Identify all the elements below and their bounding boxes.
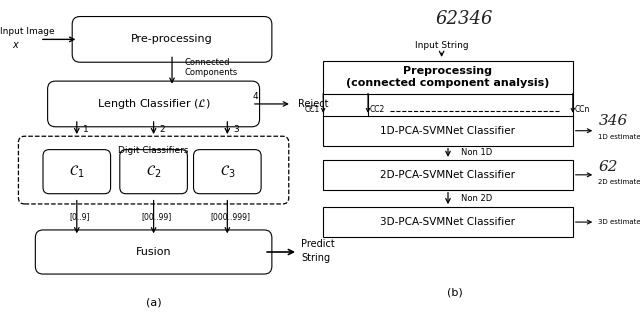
Bar (323, 207, 573, 237)
Text: Digit Classifiers: Digit Classifiers (118, 146, 189, 155)
Text: 4: 4 (252, 92, 258, 100)
Text: CCn: CCn (575, 105, 590, 114)
Text: 346: 346 (598, 114, 628, 128)
Text: [000..999]: [000..999] (211, 212, 250, 221)
Text: 1D-PCA-SVMNet Classifier: 1D-PCA-SVMNet Classifier (381, 126, 515, 136)
FancyBboxPatch shape (35, 230, 272, 274)
Bar (323, 116, 573, 146)
FancyBboxPatch shape (120, 150, 188, 194)
Text: (b): (b) (447, 288, 462, 298)
Text: Non 2D: Non 2D (461, 194, 492, 203)
Text: 3D estimated labels: 3D estimated labels (598, 219, 640, 225)
Text: [00..99]: [00..99] (141, 212, 172, 221)
Text: $\mathcal{C}_2$: $\mathcal{C}_2$ (146, 163, 161, 180)
Text: Input Image: Input Image (0, 27, 54, 36)
Text: Pre-processing: Pre-processing (131, 34, 213, 44)
Text: (a): (a) (146, 297, 161, 307)
FancyBboxPatch shape (72, 17, 272, 62)
Text: Preprocessing
(connected component analysis): Preprocessing (connected component analy… (346, 66, 550, 88)
Text: 62: 62 (598, 160, 618, 174)
Text: 2D estimated labels: 2D estimated labels (598, 179, 640, 185)
Text: 3: 3 (234, 125, 239, 135)
Text: $\mathcal{C}_3$: $\mathcal{C}_3$ (220, 163, 235, 180)
FancyBboxPatch shape (19, 136, 289, 204)
Text: 62346: 62346 (435, 10, 493, 28)
Text: Connected
Components: Connected Components (184, 58, 237, 77)
Text: Reject: Reject (298, 99, 328, 109)
Text: Length Classifier ($\mathcal{L}$): Length Classifier ($\mathcal{L}$) (97, 97, 211, 111)
FancyBboxPatch shape (43, 150, 111, 194)
Text: 3D-PCA-SVMNet Classifier: 3D-PCA-SVMNet Classifier (381, 217, 515, 227)
Text: $\mathcal{C}_1$: $\mathcal{C}_1$ (69, 163, 84, 180)
Text: CC2: CC2 (370, 105, 385, 114)
Text: Fusion: Fusion (136, 247, 172, 257)
Text: 1: 1 (83, 125, 89, 135)
Text: 2: 2 (160, 125, 165, 135)
Text: CC1: CC1 (305, 105, 320, 114)
Text: $x$: $x$ (12, 40, 20, 50)
Text: 1D estimated labels: 1D estimated labels (598, 134, 640, 140)
Text: Non 1D: Non 1D (461, 148, 492, 157)
FancyBboxPatch shape (193, 150, 261, 194)
Text: 2D-PCA-SVMNet Classifier: 2D-PCA-SVMNet Classifier (381, 170, 515, 180)
Text: [0..9]: [0..9] (70, 212, 90, 221)
Text: Predict: Predict (301, 239, 335, 249)
FancyBboxPatch shape (47, 81, 260, 127)
Text: Input String: Input String (415, 41, 468, 50)
Bar (323, 160, 573, 190)
Bar (323, 60, 573, 94)
Text: String: String (301, 253, 330, 263)
